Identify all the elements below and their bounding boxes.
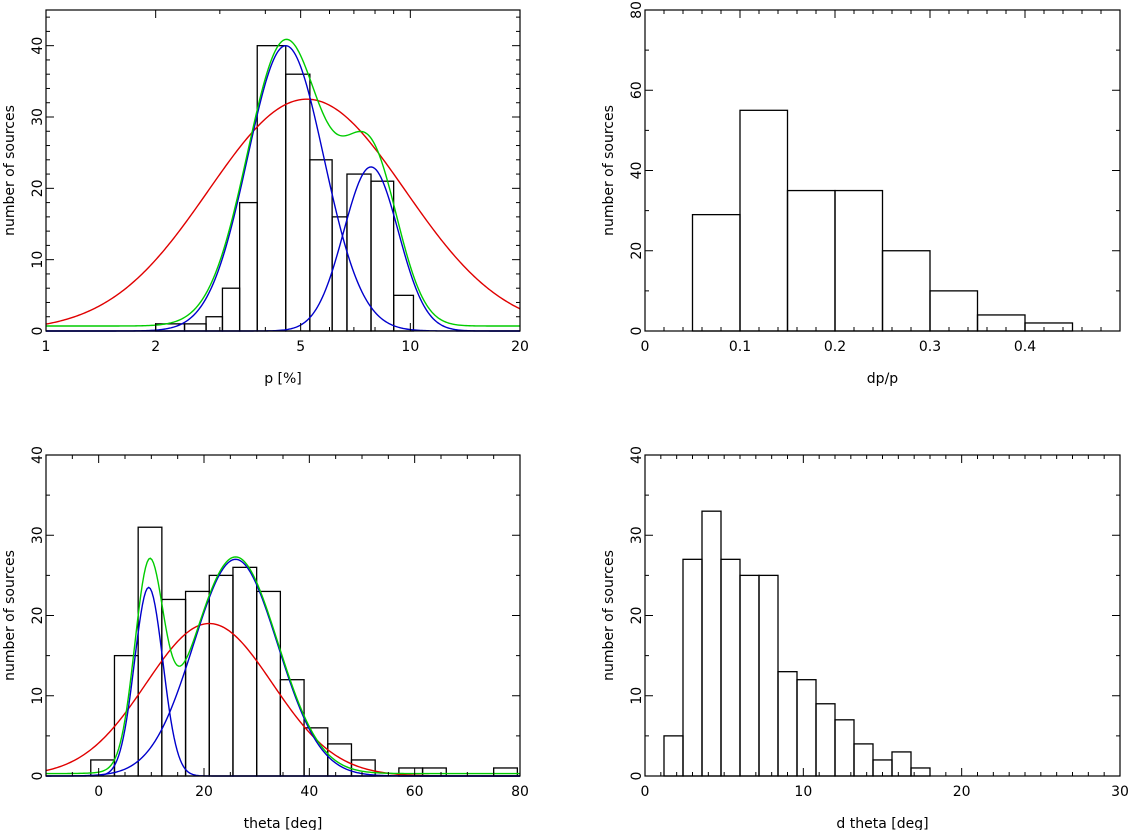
x-axis-label-dp: dp/p (867, 371, 898, 387)
y-axis-label-dp: number of sources (601, 105, 617, 236)
y-tick-label-dp-3: 60 (629, 81, 645, 99)
y-tick-label-theta-4: 40 (30, 446, 46, 464)
y-axis-label-p: number of sources (2, 105, 18, 236)
x-tick-label-dp-0: 0 (641, 339, 650, 355)
x-axis-label-theta: theta [deg] (244, 816, 323, 830)
y-tick-label-p-4: 40 (30, 37, 46, 55)
y-tick-label-theta-1: 10 (30, 687, 46, 705)
bar-p-4 (238, 201, 258, 332)
y-tick-label-dp-2: 40 (629, 162, 645, 180)
bar-p-7 (309, 159, 333, 332)
bar-dtheta-6 (777, 671, 798, 777)
panel-theta-histogram: 0 20 40 60 80 0 10 20 30 40 theta [deg] number of s… (2, 446, 529, 832)
y-tick-label-theta-3: 30 (30, 526, 46, 544)
x-axis-label-p: p [%] (264, 371, 302, 387)
x-tick-label-dp-1: 0.1 (729, 339, 751, 355)
x-tick-label-theta-1: 20 (195, 784, 213, 800)
axes-frame-p (45, 9, 521, 332)
x-tick-label-p-1: 2 (151, 339, 160, 355)
curve-theta-green-3 (46, 556, 520, 775)
bar-theta-13 (421, 767, 447, 777)
y-tick-label-p-3: 30 (30, 108, 46, 126)
x-tick-label-theta-3: 60 (406, 784, 424, 800)
bar-dp-1 (739, 109, 789, 332)
bar-dtheta-10 (853, 743, 874, 777)
y-tick-label-p-1: 10 (30, 251, 46, 269)
x-tick-label-p-0: 1 (42, 339, 51, 355)
y-tick-label-dtheta-1: 10 (629, 687, 645, 705)
y-tick-label-p-0: 0 (30, 327, 46, 336)
bar-p-5 (256, 45, 287, 332)
x-tick-label-theta-4: 80 (511, 784, 529, 800)
x-tick-label-dp-4: 0.4 (1014, 339, 1036, 355)
bar-dp-2 (786, 189, 836, 332)
y-tick-label-dtheta-4: 40 (629, 446, 645, 464)
axes-frame-dtheta (644, 454, 1121, 777)
bar-dtheta-1 (682, 558, 703, 777)
bar-dp-6 (976, 314, 1026, 332)
bar-p-8 (331, 216, 348, 332)
y-tick-label-theta-2: 20 (30, 607, 46, 625)
bar-dp-5 (929, 290, 979, 332)
bar-p-9 (346, 173, 372, 332)
x-tick-label-dtheta-2: 20 (953, 784, 971, 800)
y-axis-label-theta: number of sources (2, 550, 18, 681)
y-axis-label-dtheta: number of sources (601, 550, 617, 681)
curve-p-red-0 (45, 98, 521, 325)
curve-theta-blue-2 (46, 558, 520, 777)
bar-dtheta-7 (796, 679, 817, 777)
axes-frame-theta (45, 454, 521, 777)
y-tick-label-dtheta-0: 0 (629, 772, 645, 781)
x-tick-label-dp-2: 0.2 (824, 339, 846, 355)
panel-p-histogram: 1 2 5 10 20 0 10 20 30 40 p [%] number of sources (2, 9, 529, 387)
bar-theta-14 (493, 767, 519, 777)
y-tick-label-dtheta-3: 30 (629, 526, 645, 544)
bar-dtheta-3 (720, 558, 741, 777)
bar-dtheta-9 (834, 719, 855, 777)
bar-dtheta-4 (739, 574, 760, 777)
bar-p-1 (183, 323, 207, 332)
curve-theta-blue-1 (46, 586, 520, 777)
bar-dtheta-0 (663, 735, 684, 777)
bar-dp-0 (691, 213, 741, 332)
x-tick-label-p-2: 5 (296, 339, 305, 355)
y-tick-label-p-2: 20 (30, 179, 46, 197)
bar-dp-7 (1024, 322, 1074, 332)
bar-dtheta-8 (815, 703, 836, 777)
curve-p-blue-1 (46, 44, 520, 332)
bar-dtheta-5 (758, 574, 779, 777)
y-tick-label-dtheta-2: 20 (629, 607, 645, 625)
bar-theta-2 (137, 526, 163, 777)
x-tick-label-p-3: 10 (401, 339, 419, 355)
bar-dp-3 (834, 189, 884, 332)
bar-theta-5 (208, 574, 234, 777)
bar-p-3 (221, 287, 241, 332)
y-tick-label-theta-0: 0 (30, 772, 46, 781)
x-axis-label-dtheta: d theta [deg] (836, 816, 928, 830)
curve-p-green-3 (46, 38, 520, 327)
x-tick-label-dtheta-3: 30 (1111, 784, 1129, 800)
bar-theta-4 (184, 590, 210, 777)
panel-dp-histogram: 0 0.1 0.2 0.3 0.4 0 20 40 60 80 dp/p number of sour… (601, 1, 1121, 387)
bar-theta-8 (279, 679, 305, 777)
bar-dtheta-2 (701, 510, 722, 777)
y-tick-label-dp-4: 80 (629, 1, 645, 19)
x-tick-label-dp-3: 0.3 (919, 339, 941, 355)
y-tick-label-dp-1: 20 (629, 242, 645, 260)
x-tick-label-theta-2: 40 (300, 784, 318, 800)
bar-dtheta-12 (891, 751, 912, 777)
x-tick-label-dtheta-1: 10 (794, 784, 812, 800)
bar-theta-7 (256, 590, 282, 777)
panel-dtheta-histogram: 0 10 20 30 0 10 20 30 40 d theta [deg] number of s… (601, 446, 1129, 832)
bar-p-6 (285, 73, 311, 332)
bar-theta-6 (232, 566, 258, 777)
x-tick-label-dtheta-0: 0 (641, 784, 650, 800)
y-tick-label-dp-0: 0 (629, 327, 645, 336)
x-tick-label-p-4: 20 (511, 339, 529, 355)
x-tick-label-theta-0: 0 (94, 784, 103, 800)
bar-dp-4 (881, 250, 931, 332)
